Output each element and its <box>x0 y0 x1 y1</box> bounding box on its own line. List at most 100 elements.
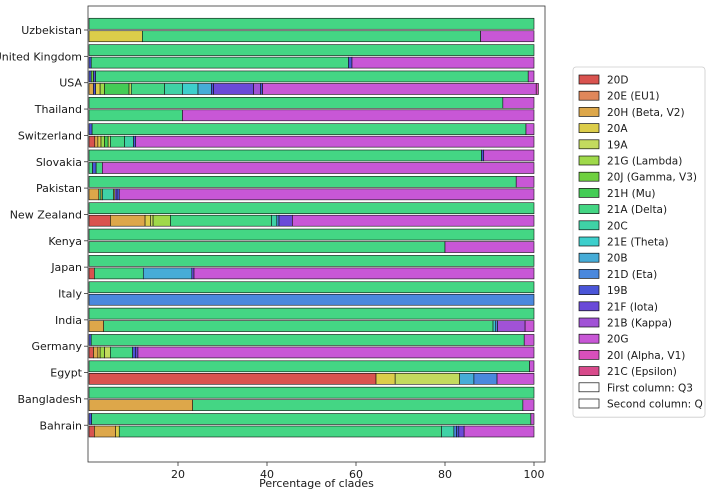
legend-swatch <box>578 74 600 85</box>
second-column-bar-segment <box>88 135 96 148</box>
second-column-bar-segment <box>104 135 109 148</box>
legend-swatch <box>578 139 600 150</box>
second-column-bar-segment <box>95 162 103 174</box>
legend-swatch <box>578 220 600 231</box>
second-column-bar-segment <box>93 83 96 95</box>
legend-entry-label: 20D <box>607 75 628 87</box>
legend-swatch <box>578 204 600 214</box>
y-tick-label: Italy <box>58 288 82 301</box>
legend-swatch <box>578 236 600 247</box>
first-column-bar-segment <box>88 334 92 346</box>
legend-swatch <box>578 252 600 263</box>
second-column-bar-segment <box>137 346 535 359</box>
second-column-bar-segment <box>494 320 498 332</box>
first-column-bar-segment <box>523 334 535 346</box>
legend-swatch <box>578 301 600 312</box>
bars-layer <box>88 17 539 438</box>
second-column-bar-segment <box>100 135 105 148</box>
second-column-bar-segment <box>133 135 137 148</box>
x-axis: 20 40 60 80 100 <box>171 462 545 481</box>
first-column-bar-segment <box>88 281 535 294</box>
x-tick-label: 40 <box>260 468 274 481</box>
legend-swatch <box>578 333 600 344</box>
second-column-bar-segment <box>97 135 102 148</box>
y-tick-label: Bahrain <box>39 419 82 432</box>
second-column-bar-segment <box>88 30 143 43</box>
second-column-bar-segment <box>102 188 114 201</box>
legend-swatch <box>578 123 600 133</box>
second-column-bar-segment <box>135 346 139 359</box>
y-tick-label: Egypt <box>50 367 82 380</box>
legend-frame <box>572 66 706 418</box>
second-column-bar-segment <box>459 372 475 385</box>
second-column-bar-segment <box>88 320 104 332</box>
first-column-bar-segment <box>88 149 482 162</box>
second-column-bar-segment <box>444 241 535 253</box>
legend-entry-label: Second column: Q <box>607 399 703 411</box>
second-column-bar-segment <box>351 56 535 69</box>
second-column-bar-segment <box>88 241 446 253</box>
second-column-bar-segment <box>93 346 99 359</box>
second-column-bar-segment <box>104 83 130 95</box>
bar-group-new-zealand <box>88 202 535 227</box>
bar-group-egypt <box>88 360 535 385</box>
legend-swatch <box>578 382 600 393</box>
legend-swatch <box>578 285 600 295</box>
second-column-bar-segment <box>271 214 278 227</box>
second-column-bar-segment <box>522 399 535 411</box>
second-column-bar-segment <box>102 162 535 174</box>
second-column-bar-segment <box>453 425 457 438</box>
first-column-bar-segment <box>88 413 92 425</box>
second-column-bar-segment <box>193 267 535 280</box>
y-tick-label: Germany <box>31 340 82 353</box>
second-column-bar-segment <box>116 188 120 201</box>
second-column-bar-segment <box>88 109 183 122</box>
second-column-bar-segment <box>94 425 116 438</box>
second-column-bar-segment <box>92 162 97 174</box>
second-column-bar-segment <box>88 293 535 306</box>
bar-group-thailand <box>88 97 535 122</box>
legend-swatch <box>578 107 600 117</box>
second-column-bar-segment <box>497 320 526 332</box>
second-column-bar-segment <box>88 214 111 227</box>
legend-swatch <box>578 398 600 409</box>
legend-entry-label: 20C <box>607 220 628 232</box>
y-tick-label: United Kingdom <box>0 50 82 63</box>
second-column-bar-segment <box>99 83 105 95</box>
y-axis: Uzbekistan United Kingdom USA Thailand Switz… <box>0 24 88 432</box>
legend-entry-label: 21G (Lambda) <box>607 156 682 168</box>
second-column-bar-segment <box>182 83 199 95</box>
second-column-bar-segment <box>164 83 183 95</box>
legend-entry-label: 20A <box>607 123 628 135</box>
second-column-bar-segment <box>114 188 118 201</box>
second-column-bar-segment <box>88 162 93 174</box>
legend-swatch <box>578 90 600 101</box>
y-tick-label: Bangladesh <box>18 393 83 406</box>
legend-entry-label: 21D (Eta) <box>607 269 657 281</box>
second-column-bar-segment <box>170 214 272 227</box>
bar-group-pakistan <box>88 176 535 201</box>
bar-group-switzerland <box>88 123 535 148</box>
first-column-bar-segment <box>90 70 94 83</box>
legend-entry-label: 20B <box>607 253 628 265</box>
legend-swatch <box>578 188 600 198</box>
second-column-bar-segment <box>94 267 144 280</box>
first-column-bar-segment <box>88 44 535 56</box>
first-column-bar-segment <box>90 334 525 346</box>
legend-entry-label: First column: Q3 <box>607 382 693 394</box>
second-column-bar-segment <box>292 214 535 227</box>
legend-swatch <box>578 155 600 166</box>
bar-group-japan <box>88 255 535 280</box>
second-column-bar-segment <box>192 399 524 411</box>
first-column-bar-segment <box>95 70 529 83</box>
first-column-bar-segment <box>483 149 535 162</box>
y-tick-label: Kenya <box>48 235 82 248</box>
legend-entry-label: 21H (Mu) <box>607 188 656 200</box>
first-column-bar-segment <box>525 123 535 135</box>
second-column-bar-segment <box>90 56 349 69</box>
second-column-bar-segment <box>144 214 151 227</box>
legend-entry-label: 20E (EU1) <box>607 91 660 103</box>
legend-entry-label: 21C (Epsilon) <box>607 366 677 378</box>
second-column-bar-segment <box>260 83 263 95</box>
